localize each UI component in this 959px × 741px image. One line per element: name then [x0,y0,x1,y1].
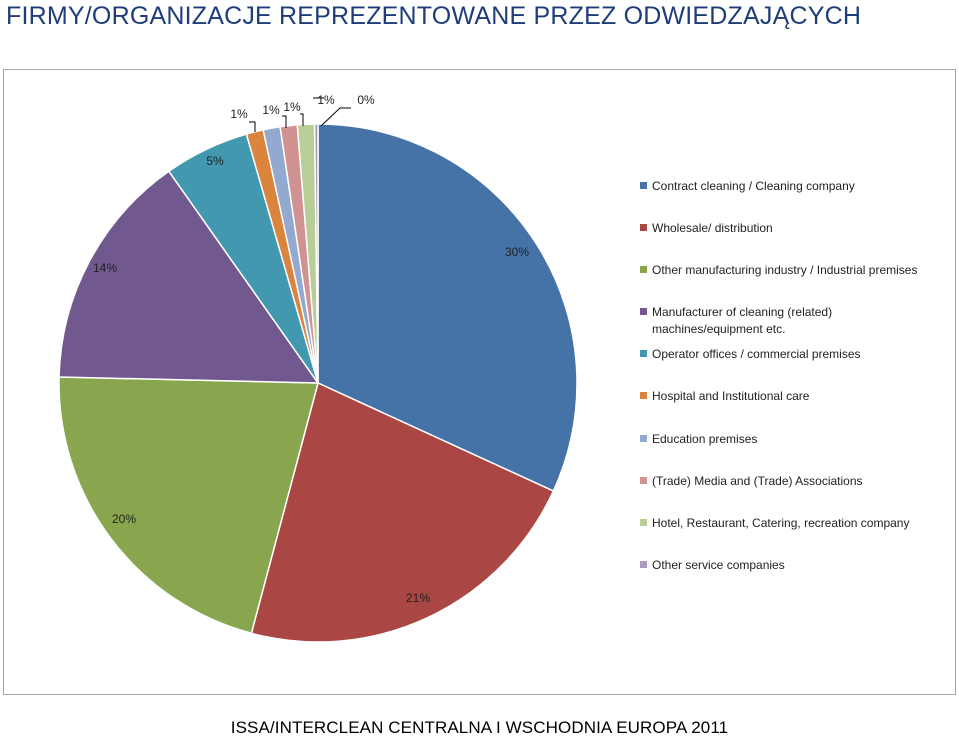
legend-label: Hospital and Institutional care [652,389,810,403]
legend-swatch [640,477,647,484]
legend-label: Other service companies [652,558,785,572]
legend-swatch [640,182,647,189]
slice-data-label: 21% [406,591,430,605]
chart-legend: Contract cleaning / Cleaning company Whol… [640,0,955,700]
slice-data-label: 5% [206,154,224,168]
legend-swatch [640,519,647,526]
legend-item: (Trade) Media and (Trade) Associations [640,473,952,490]
slice-data-label: 30% [505,245,529,259]
legend-swatch [640,308,647,315]
legend-item: Operator offices / commercial premises [640,346,952,363]
page-title: FIRMY/ORGANIZACJE REPREZENTOWANE PRZEZ O… [6,2,862,30]
legend-label: Contract cleaning / Cleaning company [652,179,855,193]
slice-data-label: 1% [230,107,248,121]
chart-frame [3,69,956,695]
legend-item: Other service companies [640,557,952,574]
legend-swatch [640,224,647,231]
slice-data-label: 1% [262,103,280,117]
legend-label: Wholesale/ distribution [652,221,773,235]
legend-label: Manufacturer of cleaning (related) machi… [652,305,833,336]
pie-slice [250,381,555,643]
legend-label: Other manufacturing industry / Industria… [652,263,918,277]
slice-data-label: 20% [112,512,136,526]
legend-item: Wholesale/ distribution [640,220,952,237]
legend-item: Education premises [640,431,952,448]
slice-leader-line [300,113,304,126]
legend-item: Manufacturer of cleaning (related) machi… [640,304,857,338]
legend-swatch [640,266,647,273]
legend-item: Hotel, Restaurant, Catering, recreation … [640,515,952,532]
legend-swatch [640,392,647,399]
slice-data-label: 14% [93,261,117,275]
legend-swatch [640,561,647,568]
legend-label: Operator offices / commercial premises [652,347,861,361]
slice-leader-line [320,107,351,127]
legend-item: Other manufacturing industry / Industria… [640,262,952,279]
legend-swatch [640,350,647,357]
pie-slice [317,123,578,493]
slice-leader-line [282,115,287,128]
slice-data-label: 1% [283,100,301,114]
legend-label: (Trade) Media and (Trade) Associations [652,474,863,488]
pie-slice [313,123,319,384]
slice-leader-line [249,121,256,132]
slice-data-label: 0% [357,93,375,107]
legend-label: Education premises [652,432,758,446]
legend-label: Hotel, Restaurant, Catering, recreation … [652,516,910,530]
pie-slice [58,170,320,384]
slice-data-label: 1% [317,93,335,107]
legend-item: Contract cleaning / Cleaning company [640,178,952,195]
footer-caption: ISSA/INTERCLEAN CENTRALNA I WSCHODNIA EU… [230,718,729,737]
pie-slice [58,376,319,635]
legend-swatch [640,435,647,442]
legend-item: Hospital and Institutional care [640,388,952,405]
